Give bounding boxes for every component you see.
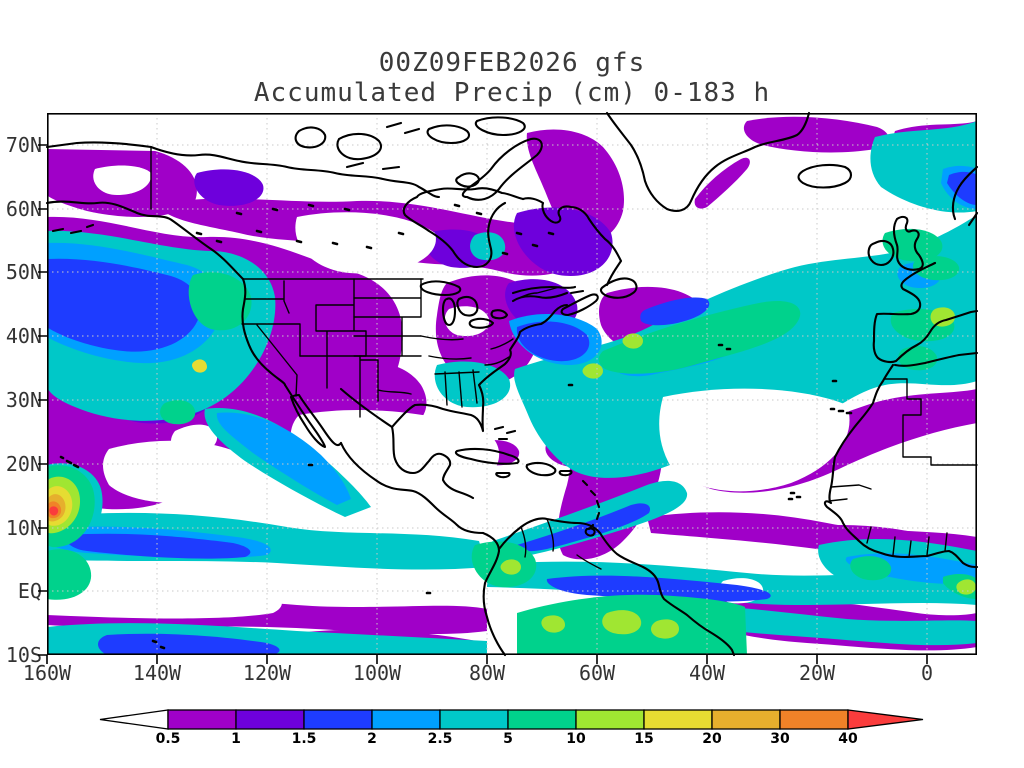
colorbar-seg-5 xyxy=(507,709,577,730)
map-frame xyxy=(38,113,978,664)
colorbar-seg-6 xyxy=(575,709,645,730)
lat-label-40n: 40N xyxy=(5,324,42,348)
grid-lines xyxy=(47,113,977,655)
colorbar-seg-0 xyxy=(167,709,237,730)
lon-label-160w: 160W xyxy=(22,661,72,685)
colorbar xyxy=(99,709,924,730)
colorbar-level-8: 20 xyxy=(702,731,722,747)
colorbar-level-1: 1 xyxy=(231,731,241,747)
colorbar-above-arrow xyxy=(847,709,924,730)
chart-title-field: Accumulated Precip (cm) 0-183 h xyxy=(253,78,771,108)
colorbar-level-0: 0.5 xyxy=(155,731,181,747)
colorbar-below-arrow xyxy=(99,709,169,730)
colorbar-seg-8 xyxy=(711,709,781,730)
colorbar-seg-4 xyxy=(439,709,509,730)
coastlines xyxy=(45,111,979,657)
colorbar-level-2: 1.5 xyxy=(291,731,317,747)
lat-label-eq: EQ xyxy=(17,579,42,603)
colorbar-seg-2 xyxy=(303,709,373,730)
colorbar-level-4: 2.5 xyxy=(427,731,453,747)
colorbar-level-9: 30 xyxy=(770,731,790,747)
lat-label-10n: 10N xyxy=(5,516,42,540)
lon-label-40w: 40W xyxy=(688,661,726,685)
lat-label-70n: 70N xyxy=(5,133,42,157)
lon-label-100w: 100W xyxy=(352,661,402,685)
precip-fill-40plus xyxy=(49,506,59,516)
colorbar-level-10: 40 xyxy=(838,731,858,747)
lat-label-30n: 30N xyxy=(5,388,42,412)
lon-label-140w: 140W xyxy=(132,661,182,685)
chart-title-run: 00Z09FEB2026 gfs xyxy=(378,48,646,78)
lat-label-60n: 60N xyxy=(5,197,42,221)
lat-label-10s: 10S xyxy=(5,643,42,667)
colorbar-seg-3 xyxy=(371,709,441,730)
lon-label-0: 0 xyxy=(920,661,934,685)
lon-label-60w: 60W xyxy=(578,661,616,685)
lat-label-50n: 50N xyxy=(5,260,42,284)
colorbar-level-6: 10 xyxy=(566,731,586,747)
island-and-lake-specks xyxy=(59,203,853,650)
colorbar-level-3: 2 xyxy=(367,731,377,747)
lat-label-20n: 20N xyxy=(5,452,42,476)
political-borders xyxy=(150,146,978,570)
colorbar-level-5: 5 xyxy=(503,731,513,747)
colorbar-seg-7 xyxy=(643,709,713,730)
precip-map xyxy=(38,111,979,664)
colorbar-level-7: 15 xyxy=(634,731,654,747)
lon-label-80w: 80W xyxy=(468,661,506,685)
lon-label-20w: 20W xyxy=(798,661,836,685)
lon-label-120w: 120W xyxy=(242,661,292,685)
colorbar-seg-9 xyxy=(779,709,849,730)
colorbar-seg-1 xyxy=(235,709,305,730)
